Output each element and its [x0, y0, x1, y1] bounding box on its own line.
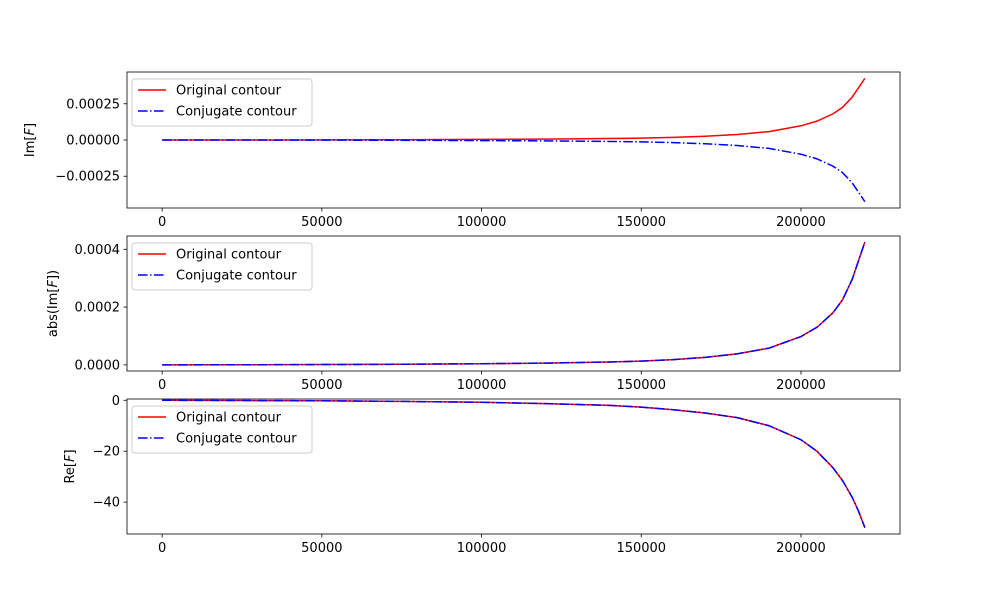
x-tick-label: 0 — [158, 378, 166, 393]
series-line-conjugate — [162, 139, 866, 203]
legend-label: Original contour — [176, 411, 282, 426]
x-tick-label: 100000 — [457, 215, 507, 230]
legend-label: Conjugate contour — [176, 432, 297, 447]
y-tick-label: 0.00000 — [66, 134, 120, 149]
subplot-3: 0 50000 100000 150000 200000 −40 −20 0 Re[F] Orig… — [63, 394, 901, 556]
x-tick-label: 100000 — [457, 378, 507, 393]
legend: Original contour Conjugate contour — [131, 78, 313, 127]
legend-box — [131, 242, 313, 291]
legend-label: Conjugate contour — [176, 105, 297, 120]
x-tick-label: 200000 — [776, 541, 826, 556]
x-tick-label: 50000 — [301, 378, 342, 393]
x-tick-label: 0 — [158, 215, 166, 230]
legend-label: Conjugate contour — [176, 269, 297, 284]
y-tick-label: 0.0002 — [75, 301, 121, 316]
x-tick-label: 150000 — [616, 215, 666, 230]
legend-box — [131, 405, 313, 454]
x-tick-label: 200000 — [776, 215, 826, 230]
y-axis-label: Re[F] — [63, 449, 78, 483]
y-tick-label: −20 — [93, 445, 120, 460]
series-line-conjugate — [162, 241, 866, 366]
legend-label: Original contour — [176, 248, 282, 263]
x-tick-label: 150000 — [616, 378, 666, 393]
y-tick-label: 0.00025 — [66, 97, 120, 112]
x-tick-label: 150000 — [616, 541, 666, 556]
y-axis-label: abs(Im[F]) — [46, 270, 61, 337]
y-tick-label: −40 — [93, 496, 120, 511]
y-tick-label: 0.0000 — [75, 358, 121, 373]
y-axis-label: Im[F] — [23, 123, 38, 157]
y-tick-label: −0.00025 — [55, 170, 120, 185]
axes-frame — [126, 235, 901, 372]
legend-box — [131, 78, 313, 127]
legend: Original contour Conjugate contour — [131, 242, 313, 291]
x-tick-label: 100000 — [457, 541, 507, 556]
x-tick-label: 0 — [158, 541, 166, 556]
subplot-1: 0 50000 100000 150000 200000 −0.00025 0.00000 0… — [23, 71, 901, 230]
y-tick-label: 0 — [112, 394, 120, 409]
series-line-conjugate — [162, 399, 866, 528]
x-tick-label: 50000 — [301, 541, 342, 556]
x-tick-label: 50000 — [301, 215, 342, 230]
legend: Original contour Conjugate contour — [131, 405, 313, 454]
subplot-2: 0 50000 100000 150000 200000 0.0000 0.0002 0.00… — [46, 235, 901, 393]
axes-frame — [126, 398, 901, 535]
x-tick-label: 200000 — [776, 378, 826, 393]
y-tick-label: 0.0004 — [75, 243, 121, 258]
legend-label: Original contour — [176, 84, 282, 99]
